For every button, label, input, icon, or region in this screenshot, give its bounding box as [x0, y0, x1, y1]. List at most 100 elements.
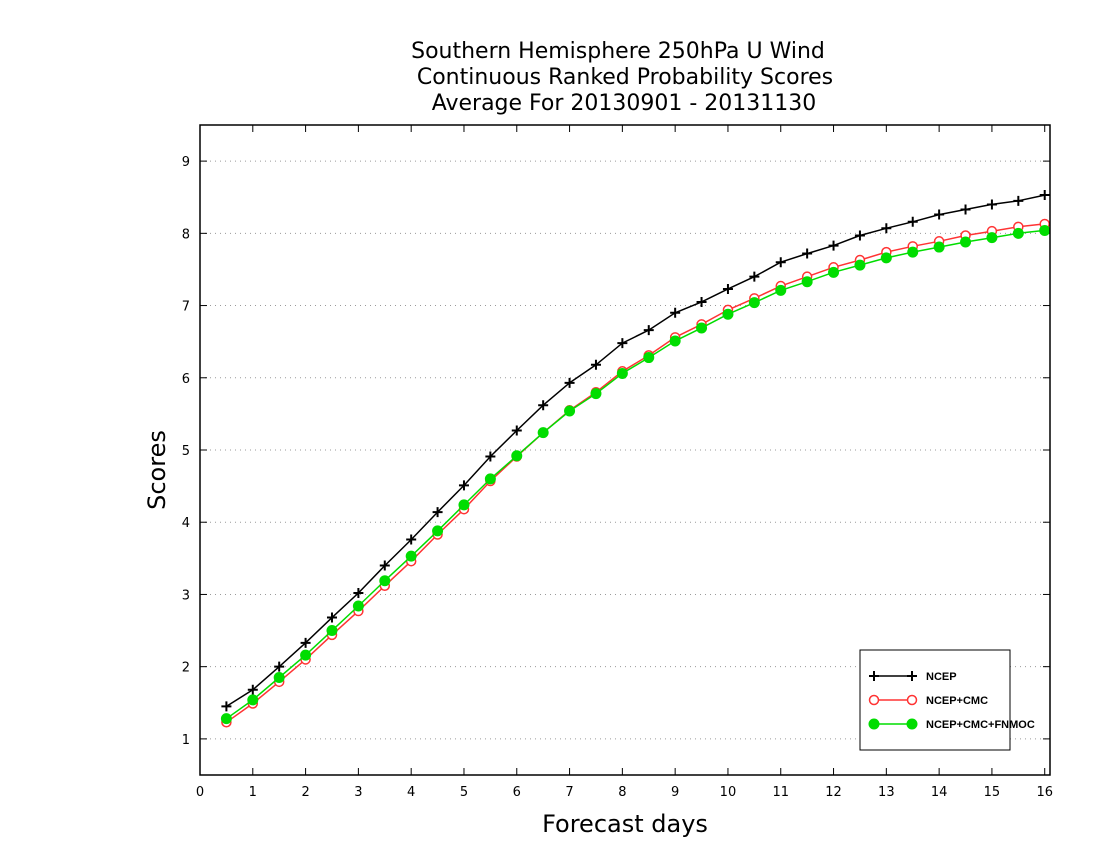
data-point	[934, 209, 945, 220]
data-point	[247, 684, 258, 695]
data-point	[775, 257, 786, 268]
x-tick-label: 5	[460, 785, 468, 800]
series-line	[225, 223, 1045, 723]
series-0	[221, 190, 1050, 712]
data-point	[247, 694, 259, 706]
x-tick-label: 0	[196, 785, 204, 800]
series-2	[220, 224, 1051, 725]
data-point	[749, 271, 760, 282]
y-tick-label: 1	[182, 733, 190, 748]
data-point	[326, 612, 337, 623]
y-tick-label: 5	[182, 444, 190, 459]
data-point	[722, 308, 734, 320]
data-point	[933, 241, 945, 253]
data-point	[1039, 224, 1051, 236]
y-tick-label: 8	[182, 227, 190, 242]
x-tick-label: 8	[618, 785, 626, 800]
data-point	[564, 405, 576, 417]
data-point	[775, 284, 787, 296]
data-point	[537, 427, 549, 439]
legend-label: NCEP	[926, 671, 957, 683]
data-point	[564, 377, 575, 388]
x-tick-label: 3	[354, 785, 362, 800]
data-point	[458, 499, 470, 511]
data-point	[300, 649, 312, 661]
legend: NCEP NCEP+CMC NCEP+CMC+FNMOC	[859, 649, 1035, 751]
data-point	[828, 240, 839, 251]
data-point	[273, 672, 285, 683]
data-point	[511, 450, 523, 462]
data-point	[590, 359, 601, 370]
data-point	[379, 560, 390, 571]
y-tick-label: 4	[182, 516, 190, 531]
data-point	[907, 216, 918, 227]
series-line	[225, 229, 1045, 720]
data-point	[670, 307, 681, 318]
data-point	[432, 507, 443, 518]
data-point	[1013, 195, 1024, 206]
data-point	[617, 338, 628, 349]
data-point	[696, 322, 708, 334]
data-point	[854, 259, 866, 271]
x-tick-label: 6	[513, 785, 521, 800]
data-point	[458, 480, 469, 491]
data-point	[986, 232, 998, 244]
data-point	[485, 451, 496, 462]
data-point	[616, 367, 628, 379]
data-point	[406, 534, 417, 545]
data-point	[220, 713, 232, 725]
x-tick-label: 12	[825, 785, 842, 800]
data-point	[643, 352, 655, 364]
y-tick-label: 7	[182, 300, 190, 315]
legend-marker	[907, 671, 917, 681]
data-point	[484, 473, 496, 485]
data-point	[643, 325, 654, 336]
x-axis-title: Forecast days	[542, 810, 708, 838]
data-point	[1012, 227, 1024, 239]
y-tick-label: 2	[182, 661, 190, 676]
data-point	[352, 600, 364, 612]
data-point	[960, 204, 971, 215]
y-tick-label: 3	[182, 588, 190, 603]
data-point	[300, 637, 311, 648]
data-point	[696, 296, 707, 307]
legend-marker	[906, 718, 918, 730]
data-point	[722, 283, 733, 294]
data-point	[986, 199, 997, 210]
x-tick-label: 13	[878, 785, 895, 800]
data-point	[432, 525, 444, 537]
x-tick-label: 4	[407, 785, 415, 800]
y-tick-label: 9	[182, 155, 190, 170]
series-layer	[220, 190, 1051, 728]
legend-marker	[906, 694, 918, 706]
data-point	[828, 266, 840, 278]
data-point	[801, 276, 813, 288]
data-point	[1039, 190, 1050, 201]
data-point	[405, 550, 417, 562]
x-tick-label: 1	[249, 785, 257, 800]
data-point	[274, 661, 285, 672]
legend-marker	[869, 671, 879, 681]
data-point	[538, 400, 549, 411]
data-point	[221, 701, 232, 712]
data-point	[802, 248, 813, 259]
x-tick-label: 16	[1036, 785, 1053, 800]
chart-title-line-2: Continuous Ranked Probability Scores	[417, 65, 833, 90]
data-point	[353, 588, 364, 598]
legend-marker	[868, 694, 880, 706]
y-tick-label: 6	[182, 372, 190, 387]
legend-label: NCEP+CMC+FNMOC	[926, 719, 1035, 731]
data-point	[960, 236, 972, 248]
plot-frame	[199, 124, 1051, 776]
x-tick-label: 11	[772, 785, 789, 800]
data-point	[669, 335, 681, 347]
y-axis-title: Scores	[143, 430, 171, 510]
data-point	[907, 246, 919, 258]
data-point	[854, 230, 865, 241]
x-tick-label: 14	[931, 785, 948, 800]
x-tick-label: 7	[565, 785, 573, 800]
x-tick-label: 9	[671, 785, 679, 800]
data-point	[590, 388, 602, 400]
